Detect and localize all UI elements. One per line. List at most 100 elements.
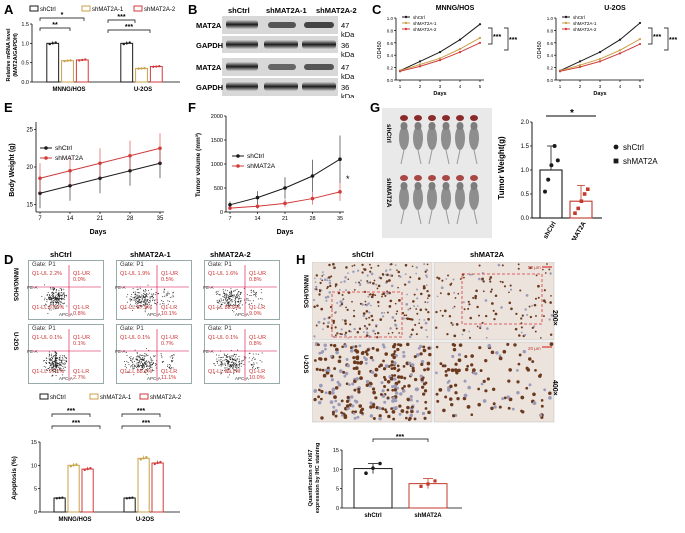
legend-marker: [44, 156, 48, 160]
ihc-nucleus: [389, 274, 392, 277]
ihc-nucleus: [486, 377, 490, 381]
ihc-nucleus: [332, 319, 336, 323]
event-dot: [46, 295, 48, 297]
bar: [75, 59, 89, 83]
ihc-nucleus: [404, 273, 407, 276]
ihc-nucleus: [392, 352, 396, 356]
event-dot: [231, 301, 233, 303]
ihc-nucleus: [501, 264, 504, 267]
ihc-nucleus: [519, 289, 522, 292]
sig-marker: ***: [125, 24, 133, 31]
event-dot: [48, 353, 50, 355]
ihc-nucleus: [469, 316, 473, 320]
event-dot: [218, 354, 220, 356]
ihc-nucleus: [392, 396, 396, 400]
ihc-nucleus: [481, 277, 484, 281]
ihc-nucleus: [398, 299, 401, 302]
event-dot: [55, 356, 57, 358]
event-dot: [245, 302, 247, 304]
ihc-nucleus: [423, 263, 426, 266]
event-dot: [147, 293, 149, 295]
flow-q-lr: Q1-LR 9.0%: [249, 305, 266, 317]
event-dot: [125, 367, 127, 369]
event-dot: [51, 293, 53, 295]
event-dot: [54, 295, 56, 297]
event-dot: [218, 365, 220, 367]
event-dot: [146, 373, 148, 375]
event-dot: [139, 292, 141, 294]
data-point: [89, 467, 92, 470]
flow-scatter: [207, 329, 277, 381]
ihc-nucleus: [341, 345, 344, 349]
blot-col-2: shMAT2A-1: [266, 6, 307, 15]
event-dot: [139, 357, 141, 359]
event-dot: [55, 355, 57, 357]
event-dot: [233, 359, 235, 361]
x-category-label: shCtrl: [542, 220, 558, 240]
event-dot: [134, 365, 136, 367]
ihc-nucleus: [484, 358, 488, 363]
ihc-nucleus: [374, 294, 377, 297]
event-dot: [135, 358, 137, 360]
ihc-nucleus: [361, 263, 364, 267]
event-dot: [250, 289, 252, 291]
y-tick-label: 15: [333, 448, 339, 454]
ihc-nucleus: [318, 388, 321, 392]
ihc-nucleus: [439, 292, 442, 295]
series-point: [438, 59, 442, 62]
ihc-nucleus: [489, 290, 493, 293]
event-dot: [151, 364, 153, 366]
sig-bracket: [107, 29, 151, 33]
legend-label: shMAT2A-2: [413, 27, 437, 32]
event-dot: [258, 303, 260, 305]
event-dot: [52, 292, 54, 294]
data-point: [552, 144, 557, 148]
ihc-nucleus: [370, 295, 374, 299]
sig-bracket: [51, 425, 101, 429]
ihc-nucleus: [375, 348, 380, 352]
event-dot: [162, 302, 164, 304]
event-dot: [223, 296, 225, 298]
ihc-nucleus: [476, 305, 479, 309]
event-dot: [142, 296, 144, 298]
event-dot: [227, 365, 229, 367]
event-dot: [127, 371, 129, 373]
blot-kda-1: 47 kDa: [341, 21, 355, 39]
y-tick-label: 1000: [211, 162, 223, 168]
ihc-nucleus: [359, 360, 364, 365]
ihc-scale-1: 50 μm: [528, 265, 541, 270]
event-dot: [143, 289, 145, 291]
event-dot: [133, 360, 135, 362]
event-dot: [247, 300, 249, 302]
series-point: [598, 51, 602, 54]
ihc-nucleus: [426, 276, 428, 279]
event-dot: [137, 300, 139, 302]
event-dot: [145, 353, 147, 355]
ihc-nucleus: [330, 275, 333, 278]
event-dot: [150, 308, 152, 310]
event-dot: [54, 368, 56, 370]
ihc-nucleus: [344, 334, 347, 337]
event-dot: [233, 363, 235, 365]
ihc-nucleus: [337, 383, 342, 387]
bar: [61, 60, 74, 83]
event-dot: [232, 308, 234, 310]
x-axis-label: Days: [593, 91, 606, 97]
event-dot: [145, 301, 147, 303]
event-dot: [58, 290, 60, 292]
event-dot: [48, 358, 50, 360]
ihc-nucleus: [370, 304, 372, 307]
ihc-images: [312, 262, 555, 423]
ihc-nucleus: [394, 302, 397, 305]
ihc-nucleus: [377, 284, 381, 288]
event-dot: [58, 292, 60, 294]
bar: [353, 468, 393, 509]
ihc-nucleus: [426, 361, 431, 366]
ihc-nucleus: [406, 405, 410, 410]
panel-label-h: H: [296, 252, 306, 267]
event-dot: [228, 298, 230, 300]
event-dot: [139, 295, 141, 297]
ihc-nucleus: [498, 356, 503, 361]
event-dot: [53, 295, 55, 297]
